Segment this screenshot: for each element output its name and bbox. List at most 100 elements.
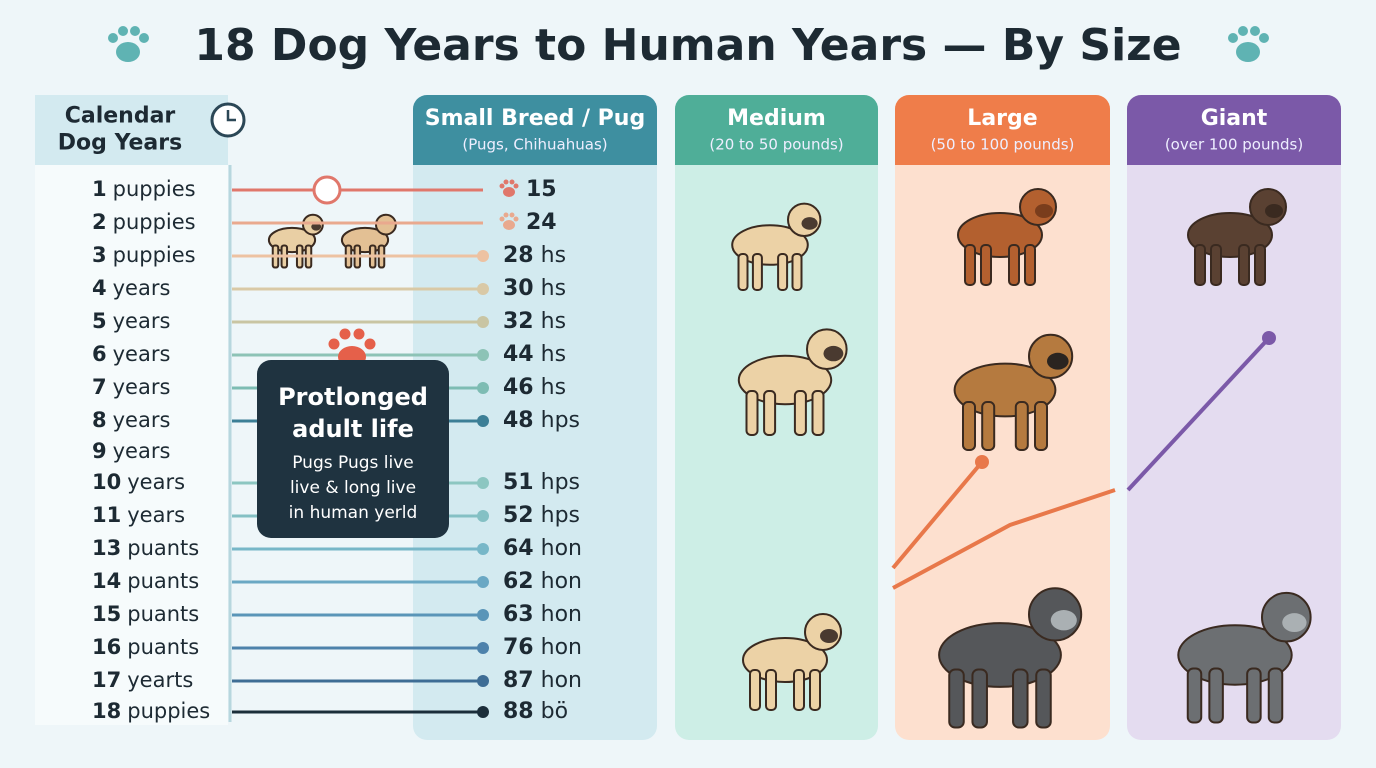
row-dot (477, 316, 489, 328)
row-human: 46 hs (503, 375, 566, 400)
dog-body (340, 226, 390, 254)
human-suffix: hps (541, 503, 580, 528)
human-suffix: hps (541, 470, 580, 495)
dog-leg (1238, 244, 1250, 286)
dog-leg (1246, 667, 1262, 724)
left-header-bg (35, 95, 228, 165)
callout-body: Pugs Pugs live live & long live in human y… (289, 453, 418, 523)
column-body (1127, 95, 1341, 740)
human-suffix: hs (541, 276, 566, 301)
paw-icon (108, 26, 1269, 62)
paw-pad (503, 187, 515, 197)
dog-leg (1186, 667, 1203, 724)
human-years: 15 (526, 177, 557, 202)
dog-leg (793, 390, 807, 436)
text-line: adult life (292, 415, 414, 443)
column-header-bg (895, 140, 1110, 165)
human-years: 87 (503, 668, 534, 693)
dog-face (823, 345, 844, 362)
dog-leg (1024, 244, 1036, 286)
column-header-bg (1127, 140, 1341, 165)
dog-leg (980, 244, 992, 286)
paw-toe (513, 183, 519, 189)
row-label: 9 years (92, 439, 170, 463)
column-subtitle: (over 100 pounds) (1165, 136, 1303, 154)
human-years: 63 (503, 602, 534, 627)
row-dot (477, 675, 489, 687)
paw-toe (509, 179, 515, 185)
row-dot (477, 283, 489, 295)
callout: Protlonged adult life Pugs Pugs live live … (257, 328, 449, 538)
dog-face (311, 222, 322, 231)
dog-face (1047, 352, 1069, 370)
dog-illustration (737, 328, 848, 436)
row-dot (477, 706, 489, 718)
row-dot (477, 543, 489, 555)
row-label: 1 puppies (92, 177, 196, 201)
column-title: Large (967, 106, 1037, 131)
row-year: 4 (92, 276, 107, 300)
row-label: 13 puants (92, 536, 199, 560)
row-year: 9 (92, 439, 107, 463)
dog-body (742, 637, 828, 683)
left-body (35, 165, 228, 725)
row-year: 2 (92, 210, 107, 234)
dog-face (1050, 610, 1077, 631)
dog-leg (1254, 244, 1266, 286)
column-body (895, 95, 1110, 740)
dog-illustration (938, 587, 1083, 729)
dog-illustration (953, 333, 1074, 451)
row-year: 14 (92, 569, 121, 593)
human-years: 62 (503, 569, 534, 594)
column-subtitle: (50 to 100 pounds) (931, 136, 1075, 154)
row-dot (477, 477, 489, 489)
row-unit: yearts (127, 668, 193, 692)
dog-leg (763, 390, 777, 436)
row-year: 6 (92, 342, 107, 366)
left-header: Calendar Dog Years (58, 104, 182, 156)
paw-toe (503, 179, 509, 185)
dog-leg (1034, 401, 1048, 451)
human-years: 88 (503, 699, 534, 724)
row-label: 5 years (92, 309, 170, 333)
row-label: 7 years (92, 375, 170, 399)
row-dot (477, 609, 489, 621)
human-years: 44 (503, 342, 534, 367)
column-title: Medium (727, 106, 826, 131)
column-header-bg (675, 140, 878, 165)
row-dot (477, 382, 489, 394)
row-label: 10 years (92, 470, 185, 494)
row-human: 30 hs (503, 276, 566, 301)
row-unit: years (113, 276, 171, 300)
row-label: 8 years (92, 408, 170, 432)
dog-leg (1035, 668, 1052, 729)
dog-leg (777, 253, 789, 291)
row-label: 14 puants (92, 569, 199, 593)
row-human: 88 bö (503, 699, 568, 724)
row-unit: puppies (113, 210, 196, 234)
row-unit: years (127, 503, 185, 527)
dog-body (737, 354, 833, 406)
callout-box (257, 360, 449, 538)
text-line: live & long live (290, 478, 416, 498)
row-human: 87 hon (503, 668, 582, 693)
row-unit: puppies (113, 243, 196, 267)
row-year: 10 (92, 470, 121, 494)
row-year: 15 (92, 602, 121, 626)
paw-pad (503, 220, 515, 230)
text-line: Calendar (65, 104, 176, 129)
dog-leg (1194, 244, 1206, 286)
paw-toe (513, 216, 519, 222)
paw-marker (499, 179, 519, 197)
human-suffix: hon (541, 536, 582, 561)
row-dot (477, 576, 489, 588)
row-human: 76 hon (503, 635, 582, 660)
human-suffix: hs (541, 375, 566, 400)
row-unit: puppies (113, 177, 196, 201)
row-unit: years (113, 439, 171, 463)
dog-face (1265, 204, 1283, 218)
dog-leg (809, 669, 821, 711)
trend-lines (891, 336, 1271, 590)
dog-leg (962, 401, 976, 451)
dog-leg (981, 401, 996, 451)
